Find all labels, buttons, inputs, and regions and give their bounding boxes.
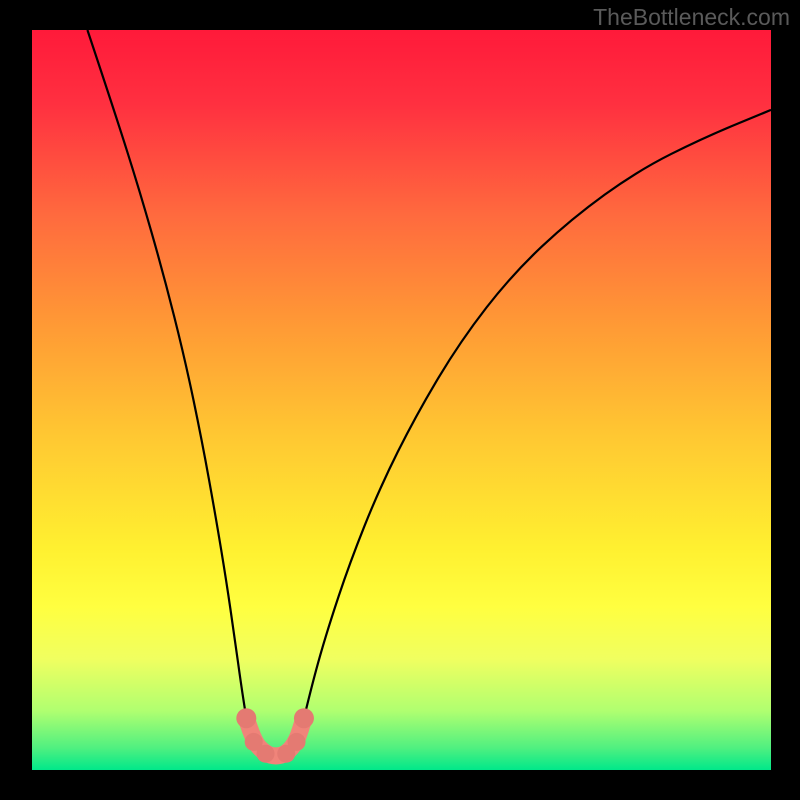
chart-container: TheBottleneck.com [0, 0, 800, 800]
bottom-arc-dot [294, 708, 314, 728]
plot-area [32, 30, 771, 770]
bottom-arc-dot [236, 708, 256, 728]
curve-overlay [32, 30, 771, 770]
watermark-text: TheBottleneck.com [593, 4, 790, 31]
curve-left-branch [87, 30, 246, 718]
curve-right-branch [304, 110, 771, 718]
bottom-arc-dot [257, 745, 275, 763]
bottom-arc-dot [288, 733, 306, 751]
